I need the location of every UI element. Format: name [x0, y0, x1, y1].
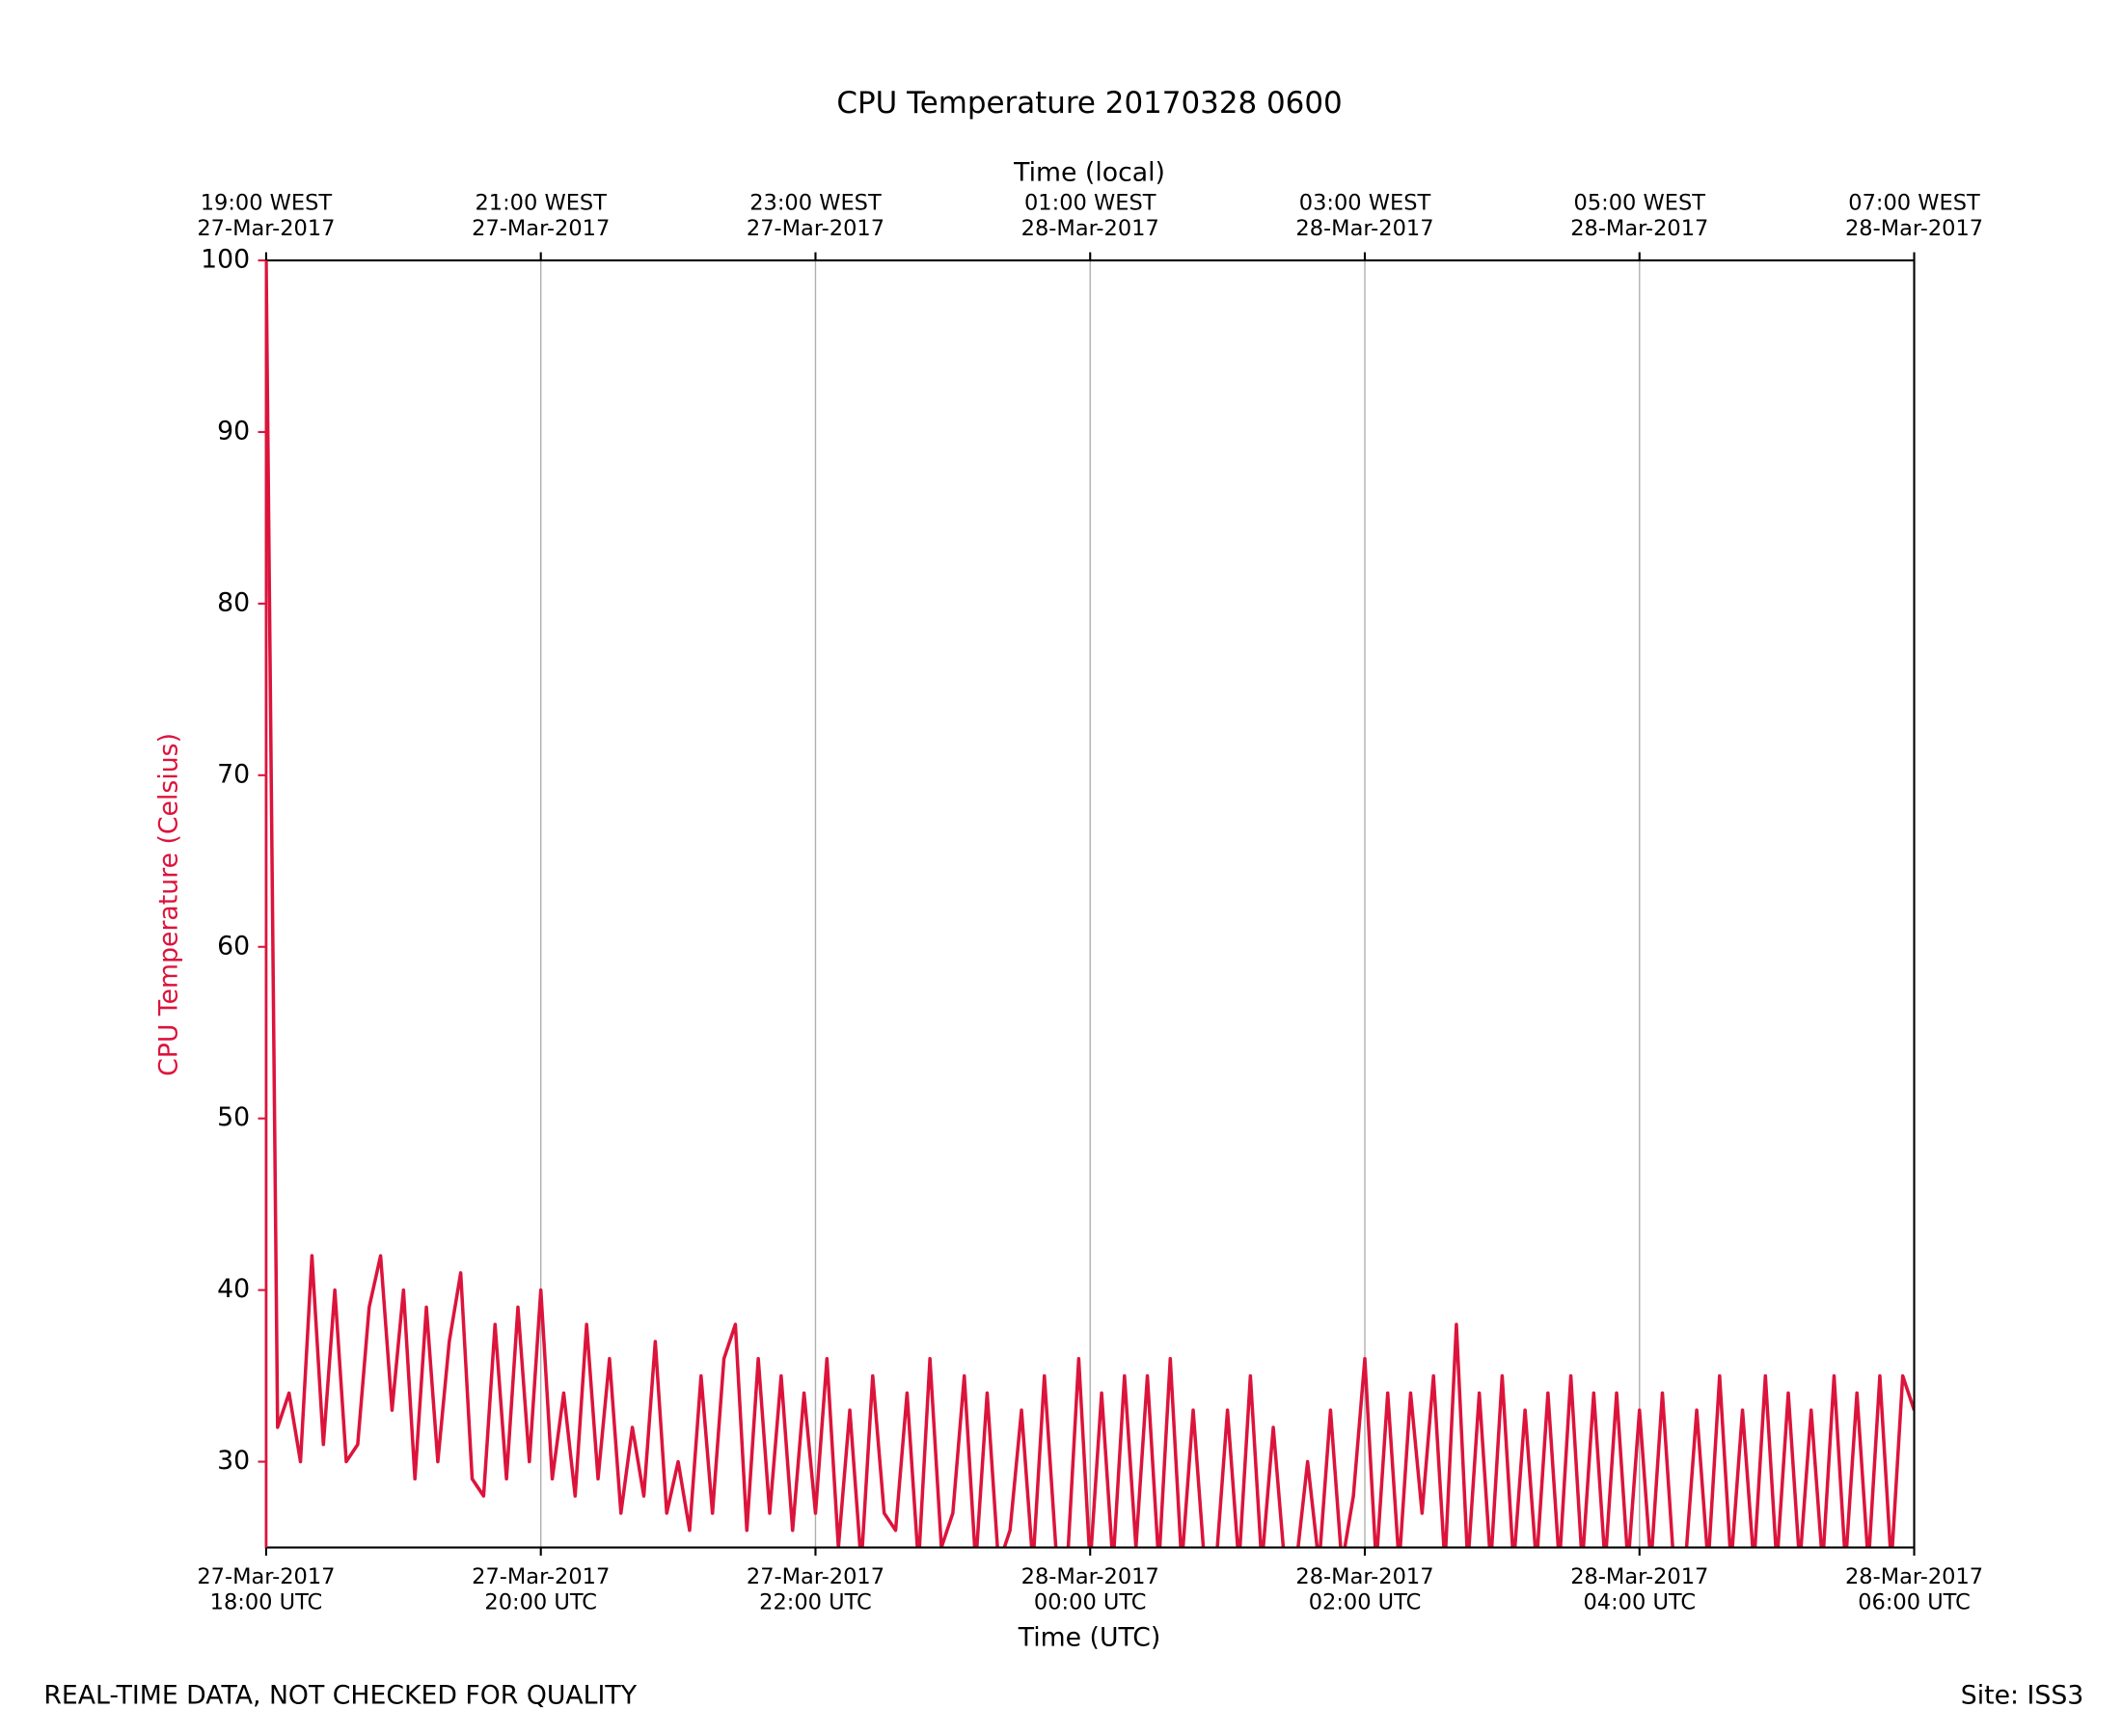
- x-tick-label: 00:00 UTC: [1034, 1590, 1147, 1615]
- x-tick-label: 04:00 UTC: [1583, 1590, 1696, 1615]
- x2-tick-label: 05:00 WEST: [1574, 190, 1706, 215]
- y-tick-label: 30: [217, 1446, 250, 1476]
- x-tick-label: 27-Mar-2017: [472, 1564, 610, 1589]
- x-tick-label: 28-Mar-2017: [1570, 1564, 1708, 1589]
- x2-tick-label: 01:00 WEST: [1024, 190, 1156, 215]
- x-tick-label: 28-Mar-2017: [1021, 1564, 1159, 1589]
- x2-tick-label: 23:00 WEST: [749, 190, 882, 215]
- x-tick-label: 06:00 UTC: [1858, 1590, 1971, 1615]
- plot-area: [265, 260, 1915, 1548]
- y-tick-label: 60: [217, 931, 250, 961]
- x2-tick-label: 27-Mar-2017: [197, 216, 335, 241]
- x2-tick-label: 28-Mar-2017: [1021, 216, 1159, 241]
- x-tick-label: 18:00 UTC: [210, 1590, 323, 1615]
- x2-tick-label: 28-Mar-2017: [1295, 216, 1433, 241]
- site-label: Site: ISS3: [1961, 1681, 2084, 1711]
- x2-tick-label: 03:00 WEST: [1299, 190, 1431, 215]
- y-tick-label: 70: [217, 759, 250, 789]
- x2-tick-label: 21:00 WEST: [475, 190, 607, 215]
- x2-axis-label: Time (local): [1013, 158, 1165, 188]
- x2-tick-label: 28-Mar-2017: [1845, 216, 1983, 241]
- x2-tick-label: 28-Mar-2017: [1570, 216, 1708, 241]
- x2-tick-label: 19:00 WEST: [201, 190, 333, 215]
- y-tick-label: 100: [201, 245, 250, 275]
- x-tick-label: 28-Mar-2017: [1295, 1564, 1433, 1589]
- y-axis-label: CPU Temperature (Celsius): [154, 733, 184, 1076]
- chart-title: CPU Temperature 20170328 0600: [836, 86, 1342, 121]
- x2-tick-label: 07:00 WEST: [1848, 190, 1980, 215]
- y-tick-label: 90: [217, 416, 250, 446]
- x-axis-label: Time (UTC): [1018, 1622, 1161, 1652]
- y-tick-label: 40: [217, 1274, 250, 1304]
- x-tick-label: 20:00 UTC: [484, 1590, 597, 1615]
- x-tick-label: 27-Mar-2017: [747, 1564, 884, 1589]
- x-tick-label: 27-Mar-2017: [197, 1564, 335, 1589]
- x-tick-label: 02:00 UTC: [1309, 1590, 1422, 1615]
- footer-note: REAL-TIME DATA, NOT CHECKED FOR QUALITY: [43, 1681, 637, 1711]
- data-line: [265, 260, 1915, 1548]
- x2-tick-label: 27-Mar-2017: [747, 216, 884, 241]
- y-tick-label: 80: [217, 587, 250, 617]
- x-tick-label: 22:00 UTC: [759, 1590, 872, 1615]
- x2-tick-label: 27-Mar-2017: [472, 216, 610, 241]
- y-tick-label: 50: [217, 1102, 250, 1132]
- x-tick-label: 28-Mar-2017: [1845, 1564, 1983, 1589]
